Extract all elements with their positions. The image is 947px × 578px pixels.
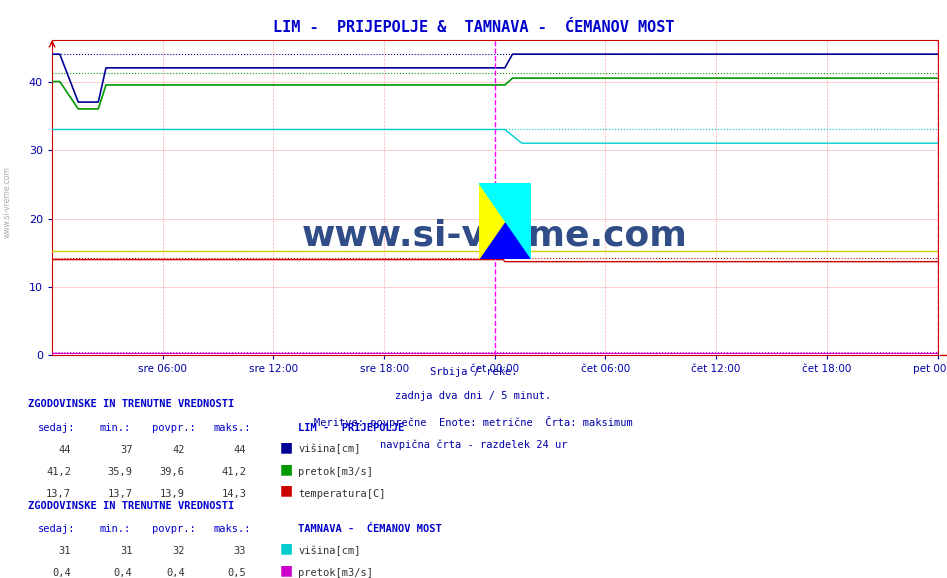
Text: maks.:: maks.: xyxy=(213,423,251,432)
Text: pretok[m3/s]: pretok[m3/s] xyxy=(298,466,373,476)
Text: 0,4: 0,4 xyxy=(114,568,133,577)
Polygon shape xyxy=(479,183,531,258)
Text: 0,4: 0,4 xyxy=(52,568,71,577)
Text: 14,3: 14,3 xyxy=(222,488,246,498)
Text: povpr.:: povpr.: xyxy=(152,524,195,533)
Text: 35,9: 35,9 xyxy=(108,466,133,476)
Text: www.si-vreme.com: www.si-vreme.com xyxy=(302,218,688,253)
Text: 0,5: 0,5 xyxy=(227,568,246,577)
Text: ■: ■ xyxy=(279,541,293,555)
Text: LIM -  PRIJEPOLJE: LIM - PRIJEPOLJE xyxy=(298,423,404,432)
Text: višina[cm]: višina[cm] xyxy=(298,545,361,555)
Text: ZGODOVINSKE IN TRENUTNE VREDNOSTI: ZGODOVINSKE IN TRENUTNE VREDNOSTI xyxy=(28,501,235,510)
Text: ZGODOVINSKE IN TRENUTNE VREDNOSTI: ZGODOVINSKE IN TRENUTNE VREDNOSTI xyxy=(28,399,235,409)
Text: sedaj:: sedaj: xyxy=(38,524,76,533)
Text: povpr.:: povpr.: xyxy=(152,423,195,432)
Text: temperatura[C]: temperatura[C] xyxy=(298,488,385,498)
Text: 42: 42 xyxy=(172,444,185,454)
Polygon shape xyxy=(479,183,531,258)
Text: 39,6: 39,6 xyxy=(160,466,185,476)
Text: ■: ■ xyxy=(279,484,293,498)
Text: LIM -  PRIJEPOLJE &  TAMNAVA -  ĆEMANOV MOST: LIM - PRIJEPOLJE & TAMNAVA - ĆEMANOV MOS… xyxy=(273,20,674,35)
Text: 37: 37 xyxy=(120,444,133,454)
Text: 13,7: 13,7 xyxy=(108,488,133,498)
Text: www.si-vreme.com: www.si-vreme.com xyxy=(3,166,12,238)
Text: pretok[m3/s]: pretok[m3/s] xyxy=(298,568,373,577)
Text: 13,9: 13,9 xyxy=(160,488,185,498)
Text: 41,2: 41,2 xyxy=(46,466,71,476)
Text: 32: 32 xyxy=(172,546,185,555)
Text: maks.:: maks.: xyxy=(213,524,251,533)
Text: Srbija / reke.: Srbija / reke. xyxy=(430,367,517,377)
Text: višina[cm]: višina[cm] xyxy=(298,444,361,454)
Text: min.:: min.: xyxy=(99,524,131,533)
Text: 31: 31 xyxy=(59,546,71,555)
Text: Meritve: povprečne  Enote: metrične  Črta: maksimum: Meritve: povprečne Enote: metrične Črta:… xyxy=(314,416,633,428)
Text: zadnja dva dni / 5 minut.: zadnja dva dni / 5 minut. xyxy=(396,391,551,401)
Text: ■: ■ xyxy=(279,462,293,476)
Text: 13,7: 13,7 xyxy=(46,488,71,498)
Text: ■: ■ xyxy=(279,563,293,577)
Text: navpična črta - razdelek 24 ur: navpična črta - razdelek 24 ur xyxy=(380,440,567,450)
Text: 41,2: 41,2 xyxy=(222,466,246,476)
Text: 44: 44 xyxy=(59,444,71,454)
Text: min.:: min.: xyxy=(99,423,131,432)
Polygon shape xyxy=(479,183,531,258)
Text: ■: ■ xyxy=(279,440,293,454)
Text: 44: 44 xyxy=(234,444,246,454)
Text: sedaj:: sedaj: xyxy=(38,423,76,432)
Text: 0,4: 0,4 xyxy=(166,568,185,577)
Text: 33: 33 xyxy=(234,546,246,555)
Text: 31: 31 xyxy=(120,546,133,555)
Text: TAMNAVA -  ĆEMANOV MOST: TAMNAVA - ĆEMANOV MOST xyxy=(298,524,442,533)
